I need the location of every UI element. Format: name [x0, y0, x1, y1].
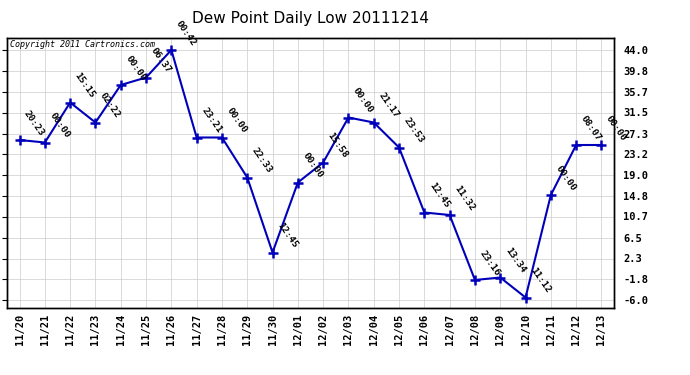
- Text: 06:37: 06:37: [149, 46, 172, 75]
- Text: 20:23: 20:23: [22, 108, 46, 137]
- Text: 11:32: 11:32: [453, 183, 476, 212]
- Text: 00:00: 00:00: [48, 111, 72, 140]
- Text: 02:22: 02:22: [98, 91, 122, 120]
- Text: 00:00: 00:00: [351, 86, 375, 115]
- Text: 08:07: 08:07: [579, 114, 603, 142]
- Text: 00:00: 00:00: [225, 106, 248, 135]
- Text: Dew Point Daily Low 20111214: Dew Point Daily Low 20111214: [192, 11, 429, 26]
- Text: 15:58: 15:58: [326, 131, 350, 160]
- Text: 23:16: 23:16: [477, 249, 502, 277]
- Text: Copyright 2011 Cartronics.com: Copyright 2011 Cartronics.com: [10, 40, 155, 49]
- Text: 21:17: 21:17: [377, 91, 400, 120]
- Text: 12:45: 12:45: [275, 221, 299, 250]
- Text: 00:00: 00:00: [553, 164, 578, 192]
- Text: 22:33: 22:33: [250, 146, 274, 175]
- Text: 12:45: 12:45: [427, 181, 451, 210]
- Text: 23:53: 23:53: [402, 116, 426, 145]
- Text: 23:21: 23:21: [199, 106, 224, 135]
- Text: 00:00: 00:00: [124, 54, 148, 82]
- Text: 00:00: 00:00: [301, 151, 324, 180]
- Text: 11:12: 11:12: [529, 266, 552, 295]
- Text: 13:34: 13:34: [503, 246, 527, 275]
- Text: 00:00: 00:00: [604, 114, 628, 142]
- Text: 15:15: 15:15: [73, 71, 97, 100]
- Text: 00:42: 00:42: [174, 18, 198, 47]
